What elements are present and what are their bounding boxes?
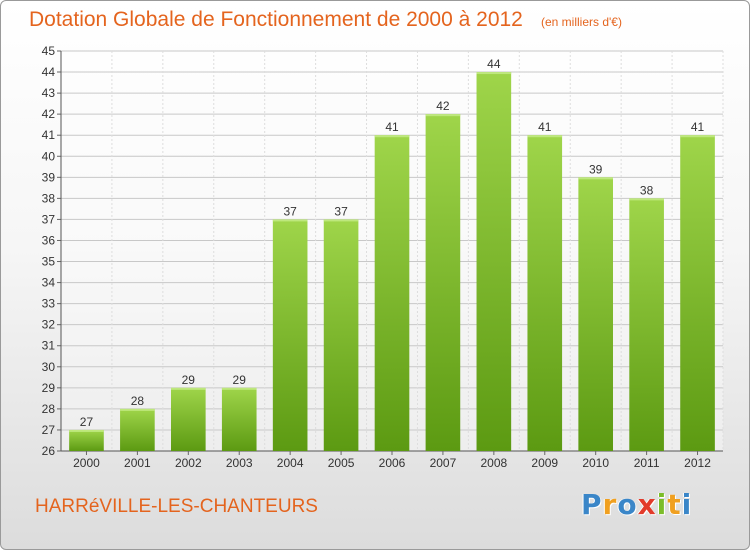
x-tick-label: 2006	[379, 456, 406, 470]
bar-highlight	[629, 198, 664, 201]
y-tick-label: 35	[42, 255, 56, 269]
logo-letter: i	[656, 488, 668, 521]
bar-highlight	[120, 408, 155, 411]
bar-value-label: 41	[538, 120, 552, 134]
y-tick-label: 34	[42, 276, 56, 290]
bar	[374, 135, 410, 452]
x-tick-label: 2001	[124, 456, 151, 470]
y-tick-label: 27	[42, 423, 56, 437]
bar-value-label: 37	[283, 204, 297, 218]
bar-value-label: 39	[589, 162, 603, 176]
bar-highlight	[170, 387, 206, 390]
bar	[323, 219, 359, 451]
proxiti-logo: Proxiti	[581, 488, 692, 521]
logo-letter: P	[581, 488, 603, 521]
y-tick-labels: 26 27 28 29 30 31 32 33 34 35 36 37 38 39 40 41 42 43 44 45	[42, 44, 56, 458]
y-tick-label: 44	[42, 65, 56, 79]
bar	[476, 72, 512, 451]
y-tick-label: 36	[42, 233, 56, 247]
bar-highlight	[578, 177, 614, 180]
x-tick-label: 2004	[277, 456, 304, 470]
bar	[425, 114, 461, 451]
bar-highlight	[527, 135, 563, 138]
y-tick-label: 29	[42, 381, 56, 395]
x-tick-label: 2000	[73, 456, 100, 470]
bar	[221, 387, 257, 451]
x-tick-labels: 2000 2001 2002 2003 2004 2005 2006 2007 2008 2009…	[73, 456, 711, 470]
y-tick-label: 45	[42, 44, 56, 58]
bar	[629, 198, 664, 451]
bar	[578, 177, 614, 451]
x-tick-label: 2009	[531, 456, 558, 470]
y-tick-label: 31	[42, 339, 56, 353]
bar-highlight	[476, 72, 512, 75]
y-tick-label: 37	[42, 212, 56, 226]
bar-value-label: 28	[131, 394, 145, 408]
bar-value-label: 27	[80, 415, 94, 429]
y-tick-label: 39	[42, 170, 56, 184]
x-tick-label: 2010	[582, 456, 609, 470]
bar-value-label: 41	[385, 120, 399, 134]
x-tick-label: 2005	[328, 456, 355, 470]
y-tick-label: 26	[42, 444, 56, 458]
value-labels: 27 28 29 29 37 37 41 42 44 41 39 38 41	[80, 57, 705, 429]
x-tick-label: 2003	[226, 456, 253, 470]
bar-highlight	[221, 387, 257, 390]
x-tick-label: 2007	[430, 456, 457, 470]
bar	[120, 408, 155, 451]
bar-highlight	[69, 429, 104, 432]
x-tick-label: 2012	[684, 456, 711, 470]
bar	[527, 135, 563, 452]
y-tick-label: 38	[42, 191, 56, 205]
bar-value-label: 37	[334, 204, 348, 218]
bar-value-label: 38	[640, 183, 654, 197]
bar-highlight	[680, 135, 715, 138]
y-tick-label: 42	[42, 107, 56, 121]
bar-value-label: 41	[691, 120, 705, 134]
logo-letter: i	[681, 488, 693, 521]
y-tick-label: 30	[42, 360, 56, 374]
x-tick-label: 2011	[634, 456, 660, 470]
y-tick-label: 40	[42, 149, 56, 163]
bar-value-label: 29	[182, 373, 196, 387]
x-tick-label: 2008	[480, 456, 507, 470]
bar-highlight	[272, 219, 308, 222]
bar-highlight	[374, 135, 410, 138]
bar	[680, 135, 715, 452]
y-tick-label: 41	[42, 128, 56, 142]
bar-highlight	[425, 114, 461, 117]
bar-value-label: 44	[487, 57, 501, 71]
y-tick-label: 33	[42, 297, 56, 311]
bar	[170, 387, 206, 451]
y-tick-label: 32	[42, 318, 56, 332]
commune-name: HARRéVILLE-LES-CHANTEURS	[35, 496, 318, 517]
chart-title: Dotation Globale de Fonctionnement de 20…	[29, 8, 523, 31]
bar-value-label: 29	[233, 373, 247, 387]
bar-value-label: 42	[436, 99, 450, 113]
logo-letter: t	[667, 488, 682, 521]
x-tick-label: 2002	[175, 456, 202, 470]
y-tick-label: 28	[42, 402, 56, 416]
bar-highlight	[323, 219, 359, 222]
logo-letter: x	[637, 488, 657, 521]
bar	[69, 429, 104, 451]
chart-subtitle: (en milliers d'€)	[541, 15, 622, 29]
bars	[69, 72, 715, 452]
bar	[272, 219, 308, 451]
y-tick-label: 43	[42, 86, 56, 100]
logo-letter: o	[617, 488, 638, 521]
logo-letter: r	[602, 488, 618, 521]
